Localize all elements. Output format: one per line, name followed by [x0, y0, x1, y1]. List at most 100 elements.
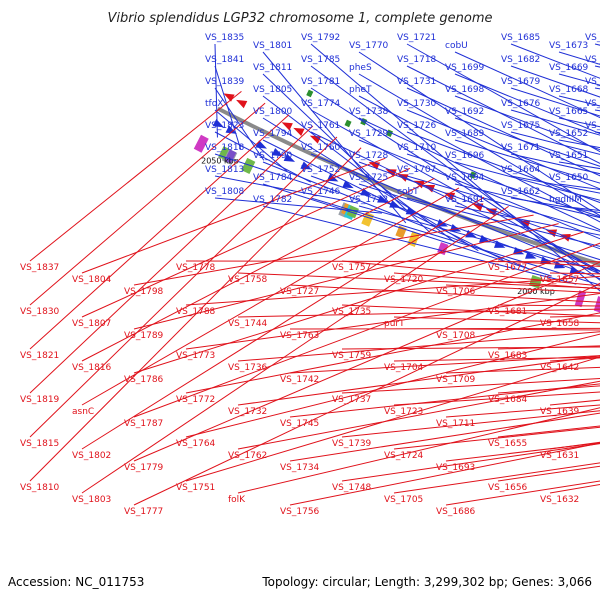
gene-label: VS_1748	[332, 483, 372, 493]
gene-label: VS_1643	[585, 121, 600, 131]
forward-leader-line	[454, 73, 600, 135]
gene-label: VS_1772	[176, 395, 215, 405]
gene-label: VS_1685	[501, 33, 540, 43]
forward-leader-line	[310, 43, 600, 292]
gene-label: VS_1787	[124, 419, 163, 429]
gene-label: VS_1830	[20, 307, 60, 317]
gene-label: VS_1798	[124, 287, 164, 297]
gene-label: folK	[228, 495, 246, 505]
gene-label: VS_1770	[349, 41, 389, 51]
gene-label: VS_1781	[301, 77, 340, 87]
gene-label: VS_1805	[253, 85, 292, 95]
gene-label: VS_1816	[72, 363, 112, 373]
gene-label: VS_1730	[397, 99, 437, 109]
gene-label: VS_1745	[280, 419, 319, 429]
reverse-gene-arrow	[293, 127, 305, 137]
gene-label: VS_1721	[397, 33, 436, 43]
feature-block	[593, 296, 600, 314]
gene-label: purT	[384, 319, 405, 329]
reverse-leader-line	[81, 167, 411, 318]
forward-leader-line	[310, 109, 600, 272]
gene-label: VS_1785	[301, 55, 340, 65]
gene-label: VS_1645	[585, 99, 600, 109]
forward-gene-arrow	[225, 125, 237, 134]
gene-label: VS_1710	[397, 143, 437, 153]
gene-label: VS_1646	[585, 77, 600, 87]
reverse-leader-line	[29, 136, 338, 438]
reverse-leader-line	[81, 187, 460, 406]
reverse-leader-line	[81, 205, 509, 494]
gene-label: VS_1664	[501, 165, 541, 175]
feature-block	[193, 134, 209, 153]
gene-label: VS_1803	[72, 495, 111, 505]
feature-block	[344, 119, 352, 128]
forward-leader-line	[214, 43, 218, 138]
gene-label: VS_1818	[205, 143, 245, 153]
gene-label: asnC	[72, 407, 94, 417]
gene-label: VS_1773	[176, 351, 215, 361]
reverse-leader-line	[133, 231, 584, 374]
reverse-leader-line	[237, 272, 600, 289]
forward-leader-line	[358, 183, 600, 261]
gene-label: VS_1815	[20, 439, 59, 449]
reverse-gene-arrow	[281, 122, 293, 131]
reverse-leader-line	[29, 125, 314, 394]
reverse-leader-line	[237, 331, 600, 362]
gene-label: VS_1746	[301, 187, 341, 197]
gene-label: VS_1744	[228, 319, 268, 329]
forward-leader-line	[358, 205, 600, 272]
forward-gene-arrow	[271, 148, 284, 157]
forward-leader-line	[262, 73, 431, 233]
reverse-leader-line	[393, 272, 600, 290]
gene-label: VS_1841	[205, 55, 244, 65]
forward-leader-line	[310, 131, 600, 272]
gene-label: VS_1779	[124, 463, 164, 473]
accession-text: Accession: NC_011753	[8, 575, 144, 589]
gene-label: VS_1739	[332, 439, 372, 449]
gene-label: VS_1756	[280, 507, 320, 517]
gene-label: VS_1705	[384, 495, 423, 505]
reverse-leader-line	[29, 90, 242, 262]
forward-leader-line	[262, 183, 552, 277]
gene-label: VS_1736	[228, 363, 268, 373]
reverse-leader-line	[185, 312, 600, 394]
gene-label: VS_1821	[20, 351, 59, 361]
forward-leader-line	[358, 117, 600, 231]
gene-label: VS_1631	[540, 451, 579, 461]
gene-label: VS_1819	[20, 395, 60, 405]
gene-label: VS_1658	[540, 319, 580, 329]
gene-label: VS_1732	[228, 407, 267, 417]
kbp-tick-label: 2000 kbp	[517, 287, 555, 296]
forward-leader-line	[310, 175, 600, 280]
gene-label: VS_1651	[549, 151, 588, 161]
gene-label: VS_1839	[205, 77, 245, 87]
forward-leader-line	[262, 139, 503, 260]
reverse-leader-line	[81, 177, 435, 362]
reverse-leader-line	[237, 380, 600, 450]
gene-label: VS_1694	[445, 173, 485, 183]
gene-label: VS_1734	[280, 463, 320, 473]
gene-label: VS_1782	[253, 195, 292, 205]
gene-label: VS_1813	[205, 165, 244, 175]
gene-label: VS_1668	[549, 85, 589, 95]
gene-label: VS_1823	[205, 121, 244, 131]
gene-label: VS_1761	[301, 121, 340, 131]
gene-label: VS_1794	[253, 129, 293, 139]
gene-label: VS_1835	[205, 33, 244, 43]
gene-label: VS_1662	[501, 187, 540, 197]
gene-label: VS_1665	[549, 107, 588, 117]
gene-label: VS_1737	[332, 395, 371, 405]
gene-label: hgdIIIM	[549, 195, 582, 205]
reverse-leader-line	[185, 275, 600, 306]
gene-label: VS_1652	[549, 129, 588, 139]
gene-labels: VS_1835 VS_1841 VS_1839 tfoX VS_1823 VS_1818 V…	[20, 33, 600, 517]
gene-label: VS_1709	[436, 375, 476, 385]
gene-label: VS_1725	[349, 173, 388, 183]
reverse-leader-line	[133, 223, 559, 330]
gene-label: VS_1657	[540, 275, 579, 285]
forward-leader-line	[406, 43, 600, 153]
gene-label: VS_1655	[488, 439, 527, 449]
gene-label: VS_1698	[445, 85, 485, 95]
